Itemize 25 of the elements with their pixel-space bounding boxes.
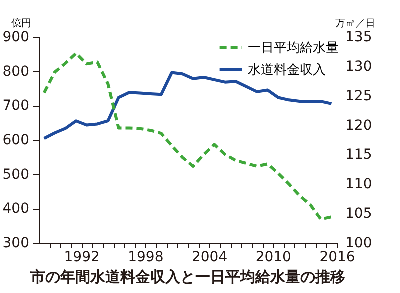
- y-tick-label: 300: [2, 236, 30, 252]
- y-tick-label: 700: [2, 98, 30, 114]
- x-tick-label: 1992: [64, 250, 100, 266]
- y2-tick-label: 135: [346, 30, 372, 46]
- y2-tick-label: 125: [346, 88, 372, 104]
- x-tick-label: 2004: [192, 250, 228, 266]
- y2-tick-label: 105: [346, 206, 372, 222]
- legend-label: 一日平均給水量: [248, 41, 339, 56]
- y-axis-title: 億円: [12, 18, 32, 30]
- y2-axis-title: 万㎥／日: [336, 18, 376, 30]
- y-tick-label: 900: [2, 30, 30, 46]
- y-tick-label: 400: [2, 201, 30, 218]
- x-tick-label: 2010: [256, 250, 292, 266]
- y2-tick-label: 115: [346, 147, 372, 164]
- y2-tick-label: 130: [346, 58, 372, 75]
- text: 市の年間水道料金収入と一日平均給水量の推移: [30, 268, 346, 286]
- x-tick-label: 2016: [320, 250, 356, 266]
- y-tick-label: 800: [2, 64, 30, 80]
- x-tick-label: 1998: [128, 250, 164, 266]
- y-tick-label: 500: [2, 166, 30, 183]
- legend-label: 水道料金収入: [248, 63, 326, 78]
- y2-tick-label: 110: [346, 176, 372, 193]
- y2-tick-label: 100: [346, 236, 372, 252]
- y-tick-label: 600: [2, 132, 30, 148]
- y2-tick-label: 120: [346, 118, 372, 134]
